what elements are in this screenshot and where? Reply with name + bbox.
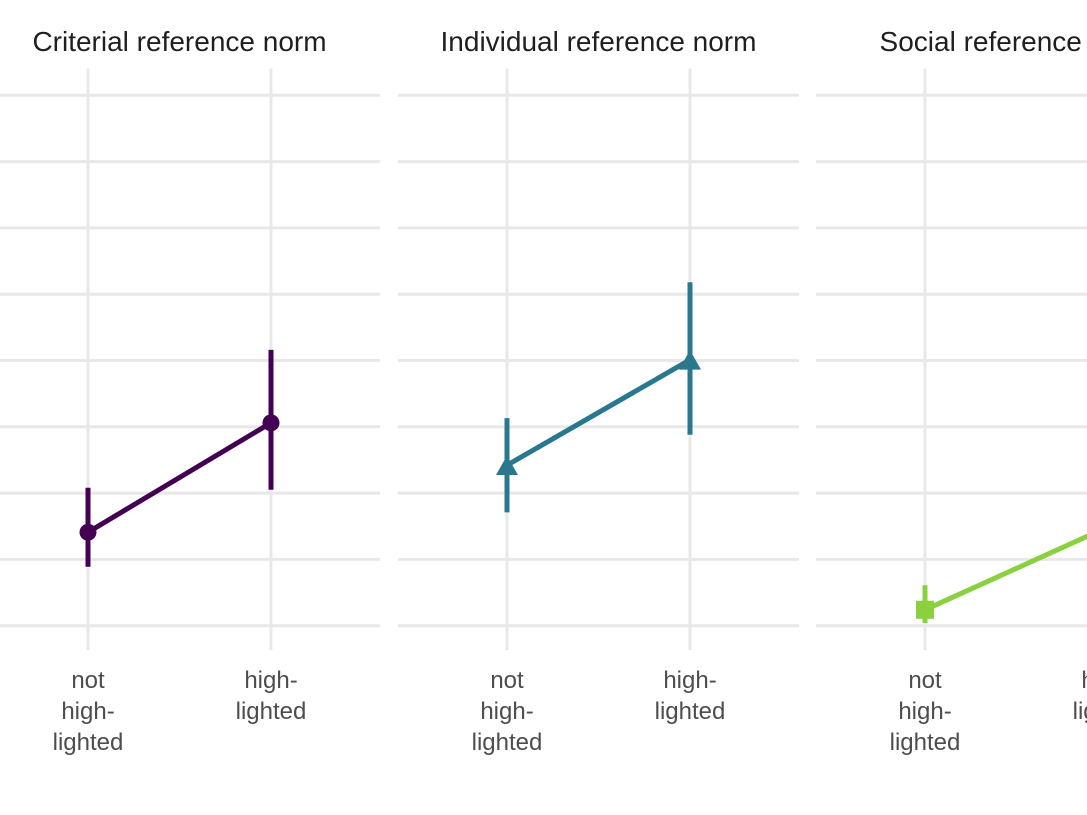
x-axis-label-line: lighted (889, 729, 961, 756)
series-line (505, 357, 692, 468)
x-axis-label: not high-lighted (850, 665, 1000, 758)
x-axis-label-line: lighted (52, 729, 124, 756)
x-axis-label-line: high- (61, 698, 115, 725)
circle-marker (262, 414, 280, 432)
triangle-marker (496, 455, 518, 476)
x-axis-label-line: high- (480, 698, 534, 725)
facet-title-individual: Individual reference norm (440, 26, 757, 57)
x-axis-label-line: lighted (235, 698, 307, 725)
x-axis-label-line: lighted (654, 698, 726, 725)
triangle-marker (679, 350, 701, 370)
series-line (86, 420, 273, 535)
circle-marker (79, 523, 97, 541)
x-axis-label-line: high- (663, 667, 717, 694)
facet-title-social: Social reference norm (879, 26, 1087, 57)
x-axis-label-line: lighted (471, 729, 543, 756)
x-axis-label-line: not (71, 667, 105, 694)
square-marker (916, 600, 934, 619)
x-axis-label: high-lighted (196, 665, 346, 727)
x-axis-label-line: not (490, 667, 524, 694)
x-axis-label: not high-lighted (13, 665, 163, 758)
x-axis-label-line: high- (244, 667, 298, 694)
facet-title-criterial: Criterial reference norm (32, 26, 327, 57)
x-axis-label: not high-lighted (432, 665, 582, 758)
x-axis-label-line: high- (898, 698, 952, 725)
x-axis-label-line: lighted (1072, 698, 1087, 725)
x-axis-label: high-lighted (1033, 665, 1087, 727)
x-axis-label-line: not (908, 667, 942, 694)
x-axis-label: high-lighted (615, 665, 765, 727)
x-axis-label-line: high- (1033, 665, 1087, 696)
series-line (923, 533, 1087, 613)
